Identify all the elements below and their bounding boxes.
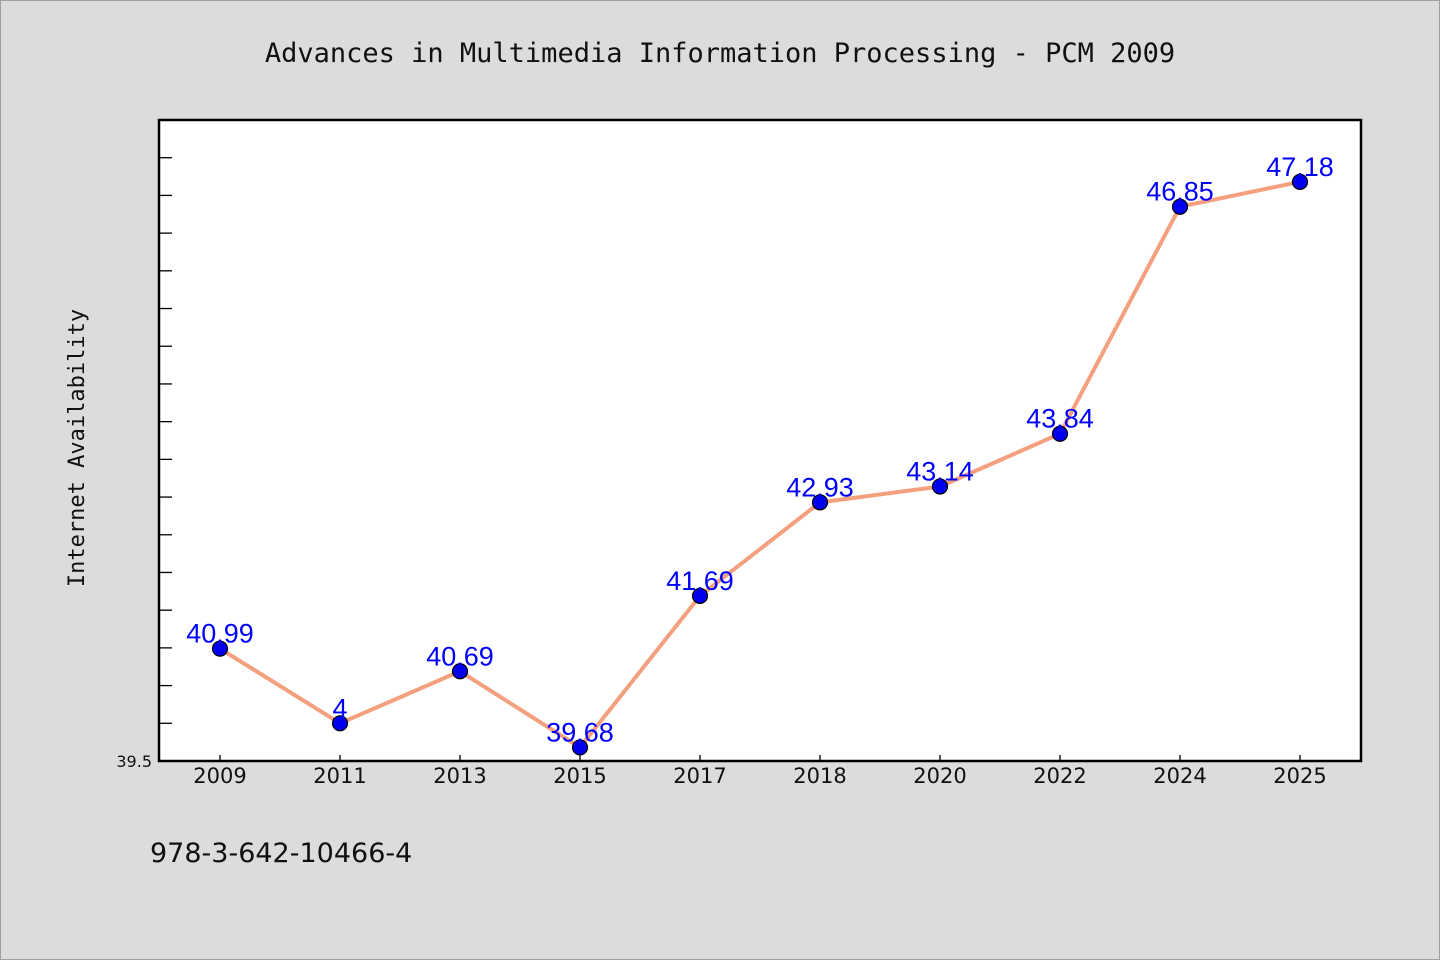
data-label: 41.69 [666,566,734,596]
data-label: 40.69 [426,641,494,671]
x-tick-label: 2013 [433,764,486,788]
data-labels: 40.99 4 40.69 39.68 41.69 42.93 43.14 43.84 46.8… [186,152,1334,748]
x-tick-label: 2017 [673,764,726,788]
data-label: 43.84 [1026,404,1094,434]
series-line [218,179,1302,750]
y-axis-ticks [159,119,172,762]
x-tick-label: 2025 [1273,764,1326,788]
data-label: 42.93 [786,472,854,502]
x-axis-tick-labels: 2009 2011 2013 2015 2017 2018 2020 2022 2024 2025 [193,764,1326,788]
y-axis-label: Internet Availability [65,309,90,587]
x-tick-label: 2009 [193,764,246,788]
x-tick-label: 2022 [1033,764,1086,788]
x-tick-label: 2011 [313,764,366,788]
data-label: 43.14 [906,457,974,487]
data-point-marker [451,663,469,680]
data-point-marker [211,640,229,657]
data-point-marker [1051,425,1069,442]
data-point-marker [691,587,709,604]
data-point-marker [331,715,349,732]
chart-title: Advances in Multimedia Information Proce… [265,38,1175,69]
data-point-marker [811,494,829,511]
data-point-marker [1171,198,1189,215]
data-label: 4 [332,693,347,723]
data-label: 46.85 [1146,177,1214,207]
x-tick-label: 2018 [793,764,846,788]
series-markers [211,173,1309,756]
x-tick-label: 2015 [553,764,606,788]
data-point-marker [571,739,589,756]
x-tick-label: 2024 [1153,764,1206,788]
data-point-marker [931,478,949,495]
data-label: 40.99 [186,619,254,649]
data-label: 47.18 [1266,152,1334,182]
data-label: 39.68 [546,717,614,747]
data-point-marker [1291,173,1309,190]
footnote-isbn: 978-3-642-10466-4 [150,838,412,869]
x-axis-ticks [219,755,1301,761]
plot-area [157,118,1363,763]
y-tick-label: 39.5 [116,752,152,771]
x-tick-label: 2020 [913,764,966,788]
